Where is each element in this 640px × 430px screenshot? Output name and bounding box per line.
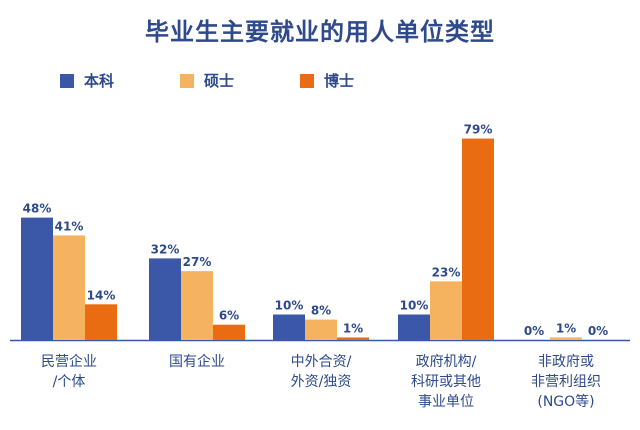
- bar-0-0: [21, 217, 53, 340]
- legend-item-doctor: 博士: [300, 70, 420, 91]
- category-label: 非营利组织: [531, 374, 601, 390]
- bar-1-0: [149, 258, 181, 340]
- category-label: 中外合资/: [291, 354, 352, 370]
- legend-swatch-master: [180, 73, 194, 88]
- category-label: /个体: [53, 374, 86, 390]
- bar-value-label: 14%: [87, 288, 116, 302]
- bar-value-label: 1%: [343, 321, 363, 335]
- bar-3-0: [398, 314, 430, 340]
- bar-4-1: [550, 337, 582, 340]
- bar-0-2: [85, 304, 117, 340]
- category-label: 外资/独资: [291, 374, 352, 390]
- bar-value-label: 6%: [219, 309, 239, 323]
- bar-value-label: 41%: [55, 219, 84, 233]
- legend: 本科 硕士 博士: [60, 70, 420, 91]
- legend-swatch-doctor: [300, 73, 314, 88]
- bar-value-label: 32%: [151, 242, 180, 256]
- legend-label-doctor: 博士: [324, 72, 355, 90]
- bar-3-2: [462, 138, 494, 340]
- chart-title: 毕业生主要就业的用人单位类型: [145, 18, 495, 46]
- category-label: 民营企业: [41, 353, 97, 370]
- bar-value-label: 0%: [588, 324, 608, 338]
- bar-1-2: [213, 324, 245, 340]
- legend-item-bachelor: 本科: [60, 70, 180, 91]
- bar-value-label: 10%: [400, 299, 429, 313]
- category-label: 政府机构/: [416, 354, 477, 370]
- legend-label-bachelor: 本科: [84, 72, 115, 90]
- bar-value-label: 0%: [524, 324, 544, 338]
- bar-value-label: 10%: [275, 299, 304, 313]
- bar-value-label: 48%: [23, 202, 52, 216]
- legend-label-master: 硕士: [204, 72, 235, 90]
- bar-1-1: [181, 271, 213, 340]
- legend-swatch-bachelor: [60, 73, 74, 88]
- bar-3-1: [430, 281, 462, 340]
- category-label: 科研或其他: [411, 374, 481, 390]
- bar-value-label: 27%: [183, 255, 212, 269]
- bar-0-1: [53, 235, 85, 340]
- bar-value-label: 1%: [556, 321, 576, 335]
- legend-item-master: 硕士: [180, 70, 300, 91]
- bar-value-label: 8%: [311, 304, 331, 318]
- bar-2-0: [273, 314, 305, 340]
- category-label: 非政府或: [538, 354, 594, 370]
- bar-value-label: 79%: [464, 123, 493, 137]
- bar-2-1: [305, 319, 337, 340]
- bar-2-2: [337, 337, 369, 340]
- category-label: (NGO等): [537, 393, 594, 410]
- category-label: 国有企业: [169, 353, 225, 370]
- category-label: 事业单位: [418, 394, 474, 410]
- bar-value-label: 23%: [432, 265, 461, 279]
